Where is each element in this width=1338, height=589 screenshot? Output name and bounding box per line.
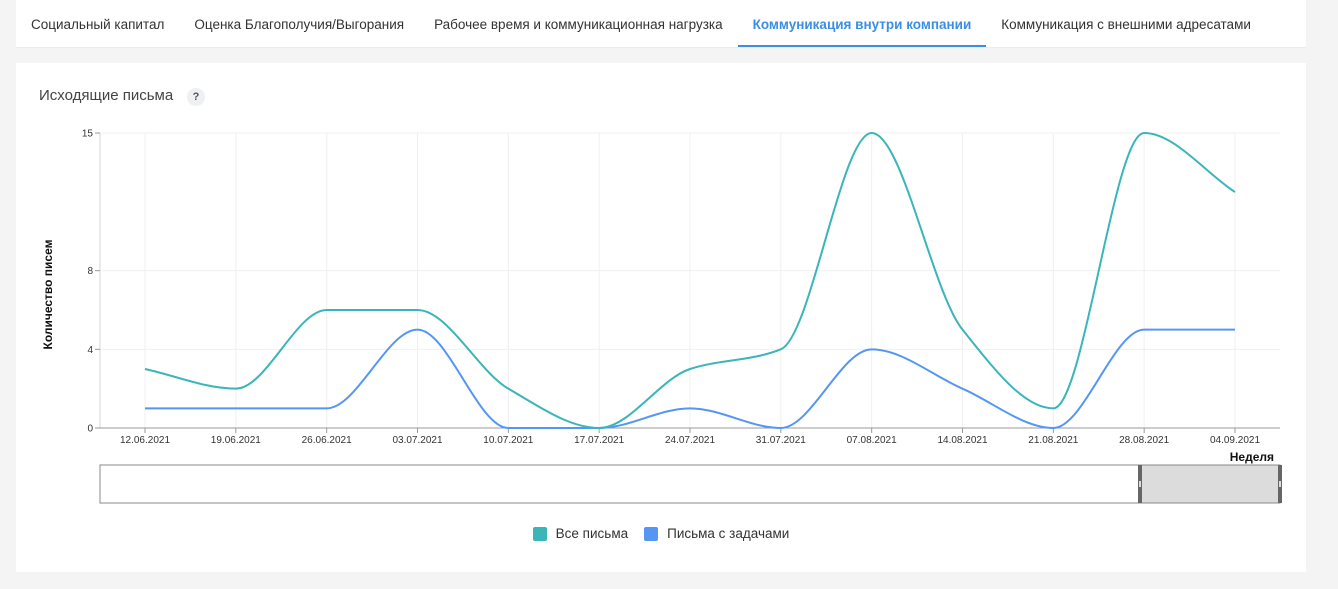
x-tick-label: 12.06.2021 <box>120 435 170 446</box>
y-tick-label: 15 <box>82 129 94 140</box>
tab-2[interactable]: Оценка Благополучия/Выгорания <box>194 17 405 32</box>
x-tick-label: 04.09.2021 <box>1210 435 1260 446</box>
chart-title: Исходящие письма <box>39 87 174 104</box>
x-tick-label: 21.08.2021 <box>1028 435 1078 446</box>
legend-label: Письма с задачами <box>667 526 790 541</box>
x-tick-label: 10.07.2021 <box>483 435 533 446</box>
help-icon[interactable]: ? <box>187 88 205 106</box>
series-line-1 <box>145 328 1235 430</box>
series-line-0 <box>144 132 1236 429</box>
y-tick-label: 0 <box>87 424 93 435</box>
y-axis-title: Количество писем <box>41 239 55 349</box>
y-tick-label: 4 <box>87 345 93 356</box>
x-tick-label: 28.08.2021 <box>1119 435 1169 446</box>
zoom-grip-right <box>1279 481 1281 487</box>
legend-item-1[interactable]: Все письма <box>532 526 629 541</box>
x-tick-label: 24.07.2021 <box>665 435 715 446</box>
x-tick-label: 17.07.2021 <box>574 435 624 446</box>
tab-1[interactable]: Социальный капитал <box>31 17 165 32</box>
x-tick-label: 03.07.2021 <box>392 435 442 446</box>
line-chart: 0 4 8 15 12.06.2021 19.06.2021 26.06.2021 03.07… <box>41 129 1282 504</box>
zoom-slider[interactable] <box>99 464 1282 504</box>
x-tick-label: 31.07.2021 <box>756 435 806 446</box>
x-tick-label: 19.06.2021 <box>211 435 261 446</box>
legend-item-2[interactable]: Письма с задачами <box>644 526 789 541</box>
tab-5[interactable]: Коммуникация с внешними адресатами <box>1001 17 1251 32</box>
legend-label: Все письма <box>555 526 629 541</box>
x-tick-label: 14.08.2021 <box>937 435 987 446</box>
tab-4[interactable]: Коммуникация внутри компании <box>737 0 987 47</box>
tab-3[interactable]: Рабочее время и коммуникационная нагрузк… <box>434 17 723 32</box>
chart-card: Исходящие письма ? 0 4 8 15 12.06.2021 19.06.… <box>16 63 1306 572</box>
zoom-grip-left <box>1139 481 1141 487</box>
x-axis-title: Неделя <box>1230 450 1274 464</box>
chart-legend: Все письма Письма с задачами <box>16 526 1306 541</box>
y-tick-label: 8 <box>87 266 93 277</box>
tab-bar: Социальный капитал Оценка Благополучия/Вы… <box>16 0 1306 48</box>
legend-swatch <box>532 526 547 541</box>
x-tick-label: 26.06.2021 <box>302 435 352 446</box>
zoom-selection[interactable] <box>1139 464 1281 504</box>
legend-swatch <box>644 526 659 541</box>
zoom-track <box>99 464 1281 504</box>
x-tick-label: 07.08.2021 <box>847 435 897 446</box>
